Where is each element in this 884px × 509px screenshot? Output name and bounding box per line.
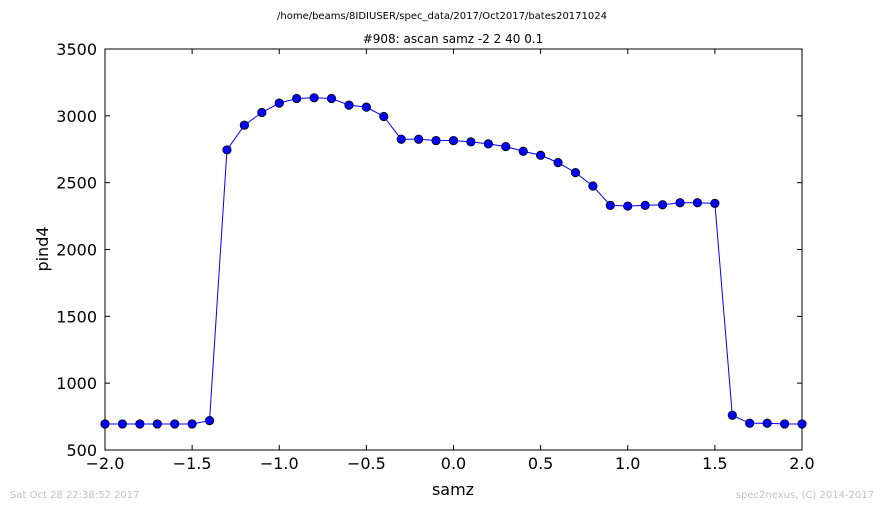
x-tick-label: −1.5 <box>173 454 212 473</box>
data-point <box>779 419 790 429</box>
data-point <box>623 201 633 211</box>
footer-timestamp: Sat Oct 28 22:38:52 2017 <box>10 490 140 501</box>
data-point <box>588 181 598 191</box>
data-point <box>448 135 459 146</box>
data-point <box>797 419 807 429</box>
data-point <box>326 93 337 104</box>
y-tick-label: 3500 <box>56 40 97 59</box>
data-point <box>570 168 581 178</box>
x-tick-label: 2.0 <box>789 454 814 473</box>
data-point <box>745 418 755 428</box>
data-point <box>396 134 406 144</box>
series-points <box>100 93 807 429</box>
file-path-label: /home/beams/8IDIUSER/spec_data/2017/Oct2… <box>277 11 607 22</box>
chart-title: #908: ascan samz -2 2 40 0.1 <box>363 32 544 46</box>
data-point <box>518 146 528 156</box>
data-point <box>344 100 354 110</box>
data-point <box>100 419 110 429</box>
data-point <box>466 137 476 147</box>
x-tick-label: 0.0 <box>441 454 466 473</box>
data-point <box>727 410 737 420</box>
data-point <box>222 145 232 155</box>
y-tick-label: 3000 <box>56 107 97 126</box>
data-point <box>117 419 128 429</box>
data-point <box>536 150 546 160</box>
x-tick-label: −0.5 <box>347 454 386 473</box>
series-line <box>105 97 802 425</box>
y-axis-label: pind4 <box>33 226 52 271</box>
data-point <box>135 419 145 429</box>
data-point <box>204 415 215 426</box>
data-point <box>170 419 180 429</box>
data-point <box>675 198 685 208</box>
y-axis: 500 1000 1500 2000 2500 3000 3500 <box>56 40 802 460</box>
y-tick-label: 500 <box>66 441 97 460</box>
data-point <box>379 111 389 122</box>
data-point <box>657 200 668 210</box>
data-point <box>239 120 249 130</box>
data-point <box>692 198 703 208</box>
data-point <box>414 134 424 144</box>
data-point <box>431 135 441 146</box>
x-tick-label: 1.0 <box>615 454 640 473</box>
y-tick-label: 1500 <box>56 307 97 326</box>
data-point <box>483 139 493 149</box>
data-point <box>309 93 319 103</box>
data-point <box>501 141 511 152</box>
y-tick-label: 2000 <box>56 241 97 260</box>
data-point <box>292 93 302 104</box>
x-tick-label: −2.0 <box>86 454 125 473</box>
data-point <box>187 419 197 429</box>
data-point <box>762 418 772 428</box>
data-point <box>710 198 720 208</box>
x-axis-label: samz <box>432 480 474 499</box>
data-point <box>361 102 371 112</box>
data-point <box>274 98 284 108</box>
x-tick-label: 0.5 <box>528 454 553 473</box>
footer-credit: spec2nexus, (C) 2014-2017 <box>736 490 874 501</box>
data-point <box>257 107 267 118</box>
y-tick-label: 2500 <box>56 174 97 193</box>
y-tick-label: 1000 <box>56 374 97 393</box>
plot-frame <box>104 48 803 451</box>
data-point <box>152 419 162 429</box>
x-tick-label: −1.0 <box>260 454 299 473</box>
x-tick-label: 1.5 <box>702 454 727 473</box>
x-axis: −2.0 −1.5 −1.0 −0.5 0.0 0.5 1.0 1.5 2.0 <box>86 49 815 473</box>
data-point <box>553 158 563 168</box>
data-point <box>640 200 650 210</box>
data-point <box>605 200 615 210</box>
